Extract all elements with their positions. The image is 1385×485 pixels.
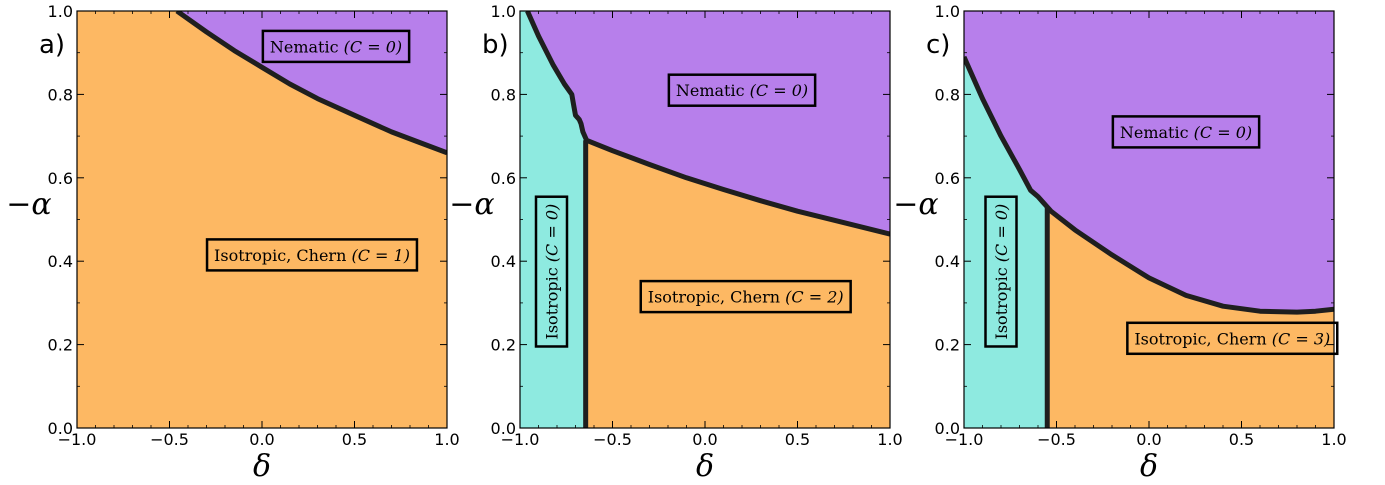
x-tick-label: −0.5 [1037, 430, 1076, 449]
nematic-boundary-line [175, 11, 447, 156]
x-tick-label: 1.0 [877, 430, 902, 449]
region-label-text: Nematic (C = 0) [676, 81, 808, 100]
x-tick-label: 0.5 [1229, 430, 1254, 449]
x-tick-label: 0.0 [1136, 430, 1161, 449]
region-label-text: Isotropic, Chern (C = 1) [214, 245, 410, 264]
nematic-region [527, 11, 890, 235]
x-tick-label: −1.0 [501, 430, 540, 449]
region-label-text: Nematic (C = 0) [270, 37, 402, 56]
y-axis-label: −α [6, 187, 51, 222]
x-axis-label: δ [1140, 449, 1158, 484]
x-tick-label: 0.5 [785, 430, 810, 449]
y-tick-label: 0.0 [48, 419, 73, 438]
region-label-text: Isotropic, Chern (C = 2) [648, 287, 844, 306]
nematic-region [964, 11, 1334, 313]
nematic-region [176, 11, 447, 153]
region-label-box [534, 195, 569, 348]
regions [520, 11, 890, 428]
y-tick-label: 0.2 [48, 336, 73, 355]
x-tick-label: −0.5 [593, 430, 632, 449]
panel-c: −1.0 −0.5 0.0 0.5 1.0 0.0 0.2 0.4 0.6 0.8 1.0 δ −α c)… [893, 2, 1346, 484]
y-axis-label: −α [449, 187, 494, 222]
x-tick-label: 0.0 [692, 430, 717, 449]
panel-label: b) [482, 30, 509, 60]
nematic-boundary-line [525, 11, 890, 237]
y-tick-label: 0.2 [491, 336, 516, 355]
region-label-box [205, 238, 419, 272]
y-tick-label: 0.2 [935, 336, 960, 355]
region-label-text: Nematic (C = 0) [1120, 122, 1252, 141]
region-label-box [984, 195, 1018, 348]
nematic-boundary-line [964, 55, 1334, 315]
panel-a: −1.0 −0.5 0.0 0.5 1.0 0.0 0.2 0.4 0.6 0.8 1.0 δ −α a)… [6, 2, 459, 484]
x-tick-label: −1.0 [58, 430, 97, 449]
region-label-isotropic-chern: Isotropic, Chern (C = 3) [1126, 321, 1339, 356]
y-tick-label: 0.8 [48, 85, 73, 104]
panel-label: c) [926, 30, 950, 60]
region-label-box [261, 29, 411, 64]
region-label-isotropic-chern: Isotropic, Chern (C = 1) [205, 238, 419, 272]
region-label-isotropic-chern: Isotropic, Chern (C = 2) [639, 279, 852, 314]
y-tick-label: 0.6 [48, 169, 73, 188]
x-tick-label: 0.5 [342, 430, 367, 449]
y-tick-label: 1.0 [48, 2, 73, 21]
region-label-nematic: Nematic (C = 0) [261, 29, 411, 64]
y-tick-label: 0.0 [935, 419, 960, 438]
x-tick-label: 0.0 [249, 430, 274, 449]
x-tick-label: −1.0 [945, 430, 984, 449]
x-axis-label: δ [253, 449, 271, 484]
region-label-text: Isotropic, Chern (C = 3) [1134, 329, 1330, 348]
region-label-isotropic: Isotropic (C = 0) [984, 195, 1018, 348]
region-label-box [1111, 115, 1261, 149]
y-tick-label: 0.8 [935, 85, 960, 104]
y-tick-label: 0.6 [935, 169, 960, 188]
y-axis-label: −α [893, 187, 938, 222]
regions [77, 11, 447, 428]
region-label-nematic: Nematic (C = 0) [667, 73, 817, 107]
panel-label: a) [39, 30, 65, 60]
y-tick-label: 0.4 [48, 252, 73, 271]
region-label-box [667, 73, 817, 107]
region-label-nematic: Nematic (C = 0) [1111, 115, 1261, 149]
x-tick-label: −0.5 [150, 430, 189, 449]
region-label-text: Isotropic (C = 0) [992, 204, 1011, 340]
panel-b: −1.0 −0.5 0.0 0.5 1.0 0.0 0.2 0.4 0.6 0.8 1.0 δ −α b)… [449, 2, 902, 484]
y-tick-label: 0.0 [491, 419, 516, 438]
x-tick-label: 1.0 [434, 430, 459, 449]
region-label-box [1126, 321, 1339, 356]
x-axis-label: δ [696, 449, 714, 484]
region-label-text: Isotropic (C = 0) [542, 204, 561, 340]
y-tick-label: 1.0 [491, 2, 516, 21]
x-tick-label: 1.0 [1321, 430, 1346, 449]
region-label-isotropic: Isotropic (C = 0) [534, 195, 569, 348]
y-tick-label: 1.0 [935, 2, 960, 21]
y-tick-label: 0.4 [935, 252, 960, 271]
y-tick-label: 0.4 [491, 252, 516, 271]
y-tick-label: 0.6 [491, 169, 516, 188]
region-label-box [639, 279, 852, 314]
y-tick-label: 0.8 [491, 85, 516, 104]
regions [964, 11, 1334, 428]
